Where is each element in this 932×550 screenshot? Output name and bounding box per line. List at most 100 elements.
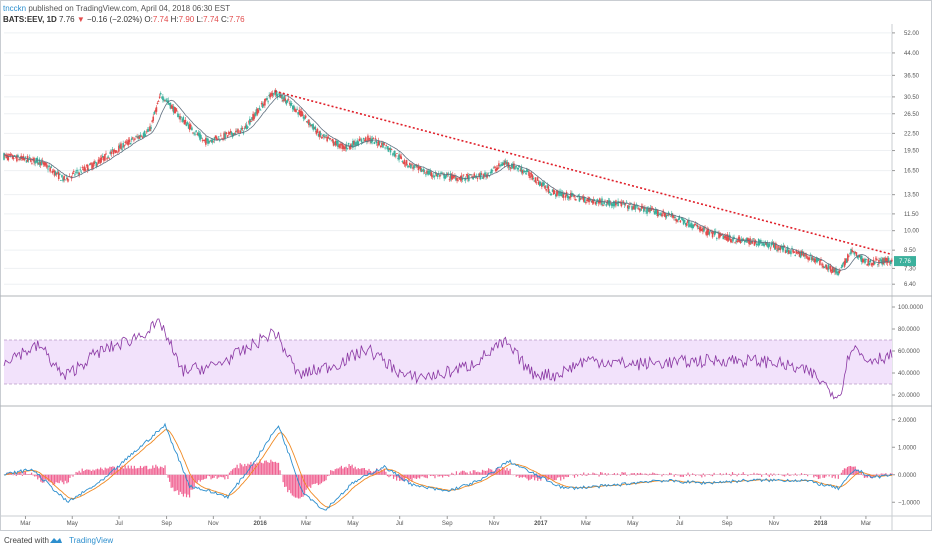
candle-body — [272, 93, 275, 95]
macd-histogram-bar — [130, 465, 132, 475]
candle-body — [731, 241, 733, 243]
candle-body — [311, 124, 313, 126]
macd-histogram-bar — [382, 470, 384, 475]
macd-histogram-bar — [334, 469, 336, 475]
macd-histogram-bar — [17, 472, 19, 475]
macd-histogram-bar — [264, 460, 266, 475]
time-tick-label: May — [67, 521, 78, 527]
candle-body — [825, 264, 828, 270]
moving-average-line — [3, 94, 892, 271]
candle-body — [398, 154, 400, 160]
candle-body — [60, 180, 62, 181]
candle-body — [713, 231, 716, 236]
candle-body — [778, 248, 780, 250]
candle-body — [728, 234, 731, 238]
candle-body — [563, 193, 566, 195]
macd-histogram-bar — [132, 468, 134, 475]
tradingview-brand[interactable]: TradingView — [69, 536, 114, 545]
candle-body — [884, 257, 887, 263]
candle-body — [453, 175, 455, 178]
macd-histogram-bar — [296, 474, 298, 498]
time-tick-label: May — [347, 521, 358, 527]
macd-histogram-bar — [652, 472, 654, 475]
candle-body — [261, 103, 264, 108]
candle-body — [607, 200, 610, 205]
candle-body — [487, 173, 489, 175]
candle-body — [813, 258, 816, 263]
macd-histogram-bar — [233, 468, 235, 475]
candle-body — [866, 264, 868, 266]
candle-body — [274, 90, 277, 95]
candle-body — [870, 263, 873, 266]
macd-histogram-bar — [553, 474, 556, 481]
macd-histogram-bar — [182, 474, 185, 497]
macd-histogram-bar — [215, 474, 217, 476]
candle-body — [795, 249, 798, 254]
macd-histogram-bar — [704, 474, 706, 477]
candle-body — [859, 256, 862, 260]
candle-body — [517, 168, 520, 170]
candle-body — [841, 264, 844, 268]
macd-histogram-bar — [150, 468, 152, 475]
candle-body — [121, 148, 123, 150]
macd-histogram-bar — [274, 461, 277, 475]
macd-histogram-bar — [655, 473, 657, 475]
candle-body — [134, 138, 136, 140]
rsi-tick-label: 20.0000 — [898, 393, 920, 399]
candle-body — [500, 164, 502, 165]
trendline[interactable] — [274, 90, 893, 256]
macd-histogram-bar — [93, 470, 96, 475]
candle-body — [449, 173, 452, 179]
publish-text: published on TradingView.com, April 04, … — [28, 4, 231, 13]
macd-histogram-bar — [247, 463, 249, 475]
macd-histogram-bar — [261, 462, 263, 475]
macd-histogram-bar — [517, 474, 519, 476]
candle-body — [819, 260, 821, 265]
candle-body — [133, 139, 135, 141]
candle-body — [122, 143, 124, 148]
macd-histogram-bar — [96, 468, 99, 475]
macd-histogram-bar — [196, 474, 198, 483]
macd-histogram-bar — [129, 468, 131, 475]
candle-body — [542, 182, 544, 186]
macd-histogram-bar — [241, 464, 243, 475]
candle-body — [860, 255, 863, 263]
candle-body — [383, 142, 385, 146]
macd-histogram-bar — [649, 473, 651, 475]
macd-histogram-bar — [414, 474, 416, 479]
macd-histogram-bar — [228, 472, 231, 475]
candle-body — [751, 240, 754, 244]
candle-body — [130, 138, 133, 140]
macd-histogram-bar — [337, 468, 339, 475]
candle-body — [419, 166, 422, 171]
macd-histogram-bar — [207, 474, 209, 476]
macd-histogram-bar — [719, 473, 721, 475]
candle-body — [282, 99, 284, 102]
candle-body — [241, 127, 244, 130]
candle-body — [11, 155, 14, 159]
macd-histogram-bar — [784, 474, 786, 477]
candle-body — [747, 237, 749, 242]
candle-body — [375, 140, 378, 144]
macd-histogram-bar — [865, 474, 867, 478]
candle-body — [252, 113, 254, 121]
candle-body — [791, 247, 793, 249]
macd-histogram-bar — [317, 474, 320, 486]
author-link[interactable]: tncckn — [3, 4, 27, 13]
macd-histogram-bar — [876, 473, 878, 475]
macd-histogram-bar — [426, 474, 428, 479]
macd-histogram-bar — [432, 474, 435, 476]
candle-body — [169, 102, 172, 109]
macd-histogram-bar — [695, 474, 697, 477]
high-label: H: — [170, 15, 179, 24]
time-tick-label: Jul — [396, 521, 404, 527]
price-tick-label: 7.30 — [904, 266, 916, 272]
candle-body — [259, 109, 262, 111]
macd-histogram-bar — [711, 474, 714, 477]
candle-body — [45, 162, 47, 166]
macd-histogram-bar — [31, 472, 33, 475]
candle-body — [668, 214, 671, 216]
candle-body — [434, 172, 437, 175]
candle-body — [320, 137, 323, 139]
